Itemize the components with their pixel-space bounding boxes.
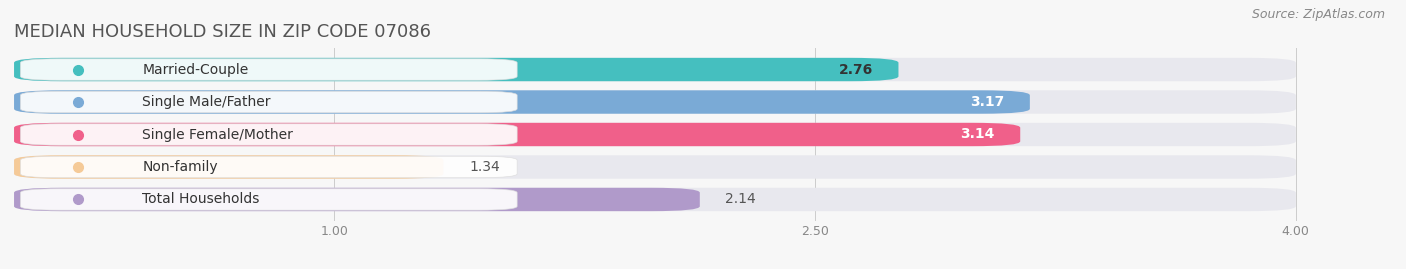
Text: Total Households: Total Households — [142, 192, 260, 207]
FancyBboxPatch shape — [14, 188, 1296, 211]
FancyBboxPatch shape — [14, 58, 898, 81]
Text: Non-family: Non-family — [142, 160, 218, 174]
FancyBboxPatch shape — [21, 189, 517, 210]
Text: Single Female/Mother: Single Female/Mother — [142, 128, 292, 141]
FancyBboxPatch shape — [14, 123, 1296, 146]
FancyBboxPatch shape — [21, 124, 517, 145]
Text: 2.76: 2.76 — [838, 62, 873, 77]
FancyBboxPatch shape — [21, 156, 517, 178]
FancyBboxPatch shape — [21, 91, 517, 113]
FancyBboxPatch shape — [14, 90, 1029, 114]
FancyBboxPatch shape — [14, 123, 1021, 146]
FancyBboxPatch shape — [14, 188, 700, 211]
Text: 2.14: 2.14 — [725, 192, 756, 207]
Text: Source: ZipAtlas.com: Source: ZipAtlas.com — [1251, 8, 1385, 21]
Text: 1.34: 1.34 — [470, 160, 499, 174]
FancyBboxPatch shape — [21, 59, 517, 80]
Text: 3.17: 3.17 — [970, 95, 1004, 109]
Text: Married-Couple: Married-Couple — [142, 62, 249, 77]
FancyBboxPatch shape — [14, 155, 1296, 179]
FancyBboxPatch shape — [14, 90, 1296, 114]
Text: 3.14: 3.14 — [960, 128, 994, 141]
Text: MEDIAN HOUSEHOLD SIZE IN ZIP CODE 07086: MEDIAN HOUSEHOLD SIZE IN ZIP CODE 07086 — [14, 23, 432, 41]
Text: Single Male/Father: Single Male/Father — [142, 95, 271, 109]
FancyBboxPatch shape — [14, 58, 1296, 81]
FancyBboxPatch shape — [14, 155, 443, 179]
